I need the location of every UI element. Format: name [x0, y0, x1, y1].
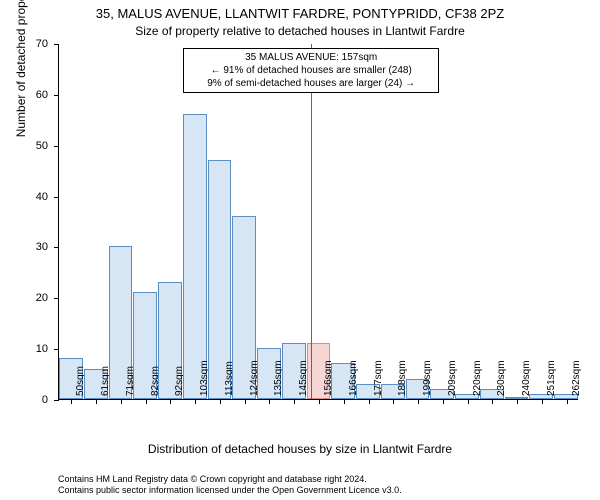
- annotation-box: 35 MALUS AVENUE: 157sqm← 91% of detached…: [183, 48, 439, 93]
- chart-title-1: 35, MALUS AVENUE, LLANTWIT FARDRE, PONTY…: [0, 6, 600, 21]
- ytick-label: 0: [42, 394, 48, 406]
- ytick-mark: [54, 197, 59, 198]
- footer-attribution: Contains HM Land Registry data © Crown c…: [58, 474, 402, 496]
- xtick-label: 251sqm: [546, 360, 557, 396]
- ytick-mark: [54, 298, 59, 299]
- xtick-mark: [393, 399, 394, 404]
- y-axis-label: Number of detached properties: [14, 0, 28, 137]
- xtick-mark: [369, 399, 370, 404]
- footer-line-1: Contains HM Land Registry data © Crown c…: [58, 474, 402, 485]
- ytick-label: 60: [36, 89, 48, 101]
- plot-area: 01020304050607050sqm61sqm71sqm82sqm92sqm…: [58, 44, 578, 400]
- histogram-bar: [183, 114, 207, 399]
- ytick-mark: [54, 349, 59, 350]
- chart-container: 35, MALUS AVENUE, LLANTWIT FARDRE, PONTY…: [0, 0, 600, 500]
- ytick-mark: [54, 400, 59, 401]
- xtick-mark: [146, 399, 147, 404]
- ytick-label: 50: [36, 140, 48, 152]
- xtick-mark: [96, 399, 97, 404]
- xtick-mark: [468, 399, 469, 404]
- xtick-mark: [344, 399, 345, 404]
- xtick-label: 230sqm: [496, 360, 507, 396]
- ytick-label: 20: [36, 292, 48, 304]
- xtick-mark: [71, 399, 72, 404]
- xtick-mark: [269, 399, 270, 404]
- xtick-mark: [492, 399, 493, 404]
- xtick-mark: [220, 399, 221, 404]
- xtick-mark: [418, 399, 419, 404]
- ytick-label: 70: [36, 38, 48, 50]
- reference-line: [311, 44, 312, 399]
- xtick-mark: [121, 399, 122, 404]
- annotation-line-1: 35 MALUS AVENUE: 157sqm: [188, 51, 434, 64]
- xtick-mark: [195, 399, 196, 404]
- xtick-mark: [443, 399, 444, 404]
- ytick-mark: [54, 44, 59, 45]
- xtick-mark: [567, 399, 568, 404]
- annotation-line-3: 9% of semi-detached houses are larger (2…: [188, 77, 434, 90]
- xtick-mark: [245, 399, 246, 404]
- ytick-label: 30: [36, 241, 48, 253]
- annotation-line-2: ← 91% of detached houses are smaller (24…: [188, 64, 434, 77]
- ytick-mark: [54, 95, 59, 96]
- xtick-label: 209sqm: [447, 360, 458, 396]
- xtick-mark: [517, 399, 518, 404]
- xtick-label: 240sqm: [521, 360, 532, 396]
- ytick-label: 40: [36, 191, 48, 203]
- xtick-mark: [170, 399, 171, 404]
- chart-title-2: Size of property relative to detached ho…: [0, 24, 600, 38]
- ytick-mark: [54, 247, 59, 248]
- ytick-label: 10: [36, 343, 48, 355]
- xtick-label: 262sqm: [571, 360, 582, 396]
- x-axis-label: Distribution of detached houses by size …: [0, 442, 600, 456]
- xtick-mark: [542, 399, 543, 404]
- xtick-mark: [294, 399, 295, 404]
- footer-line-2: Contains public sector information licen…: [58, 485, 402, 496]
- ytick-mark: [54, 146, 59, 147]
- xtick-mark: [319, 399, 320, 404]
